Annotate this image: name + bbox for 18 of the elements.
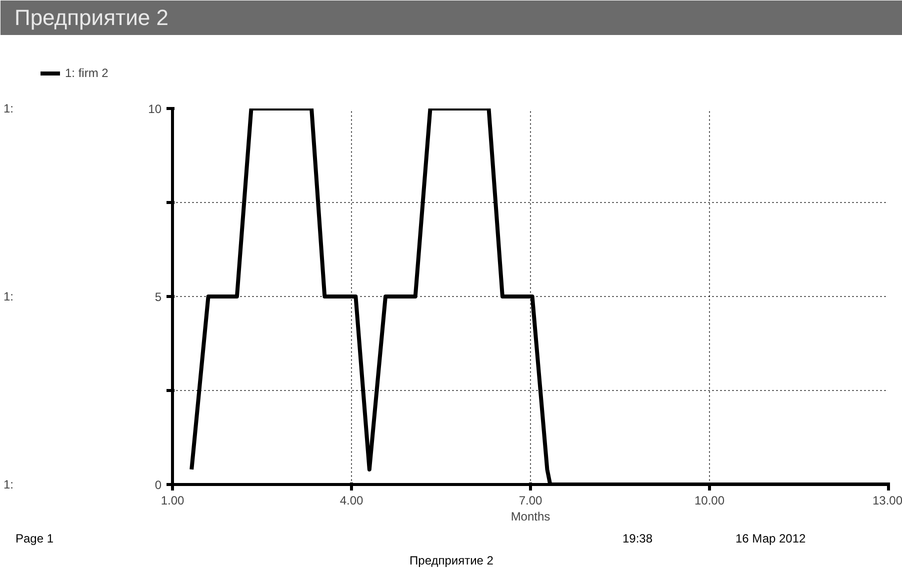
text: 19:38 <box>622 532 653 546</box>
text: 1: <box>3 478 14 492</box>
legend-label: 1: firm 2 <box>65 66 108 80</box>
y-tick-label: 10 <box>148 102 162 116</box>
y-tick-label: 5 <box>154 290 162 304</box>
text: Предприятие 2 <box>410 554 494 568</box>
x-axis-title: Months <box>510 510 550 524</box>
x-tick-label: 4.00 <box>340 494 364 508</box>
text: 1: <box>3 102 14 116</box>
y-tick-label: 0 <box>154 478 162 492</box>
x-tick-label: 1.00 <box>160 494 185 508</box>
x-tick-label: 10.00 <box>694 494 725 508</box>
text: 16 Мар 2012 <box>736 532 806 546</box>
text: 1: <box>3 290 14 304</box>
x-tick-label: 7.00 <box>518 494 543 508</box>
text: Page 1 <box>16 532 54 546</box>
chart-title: Предприятие 2 <box>14 5 168 30</box>
x-tick-label: 13.00 <box>872 494 902 508</box>
